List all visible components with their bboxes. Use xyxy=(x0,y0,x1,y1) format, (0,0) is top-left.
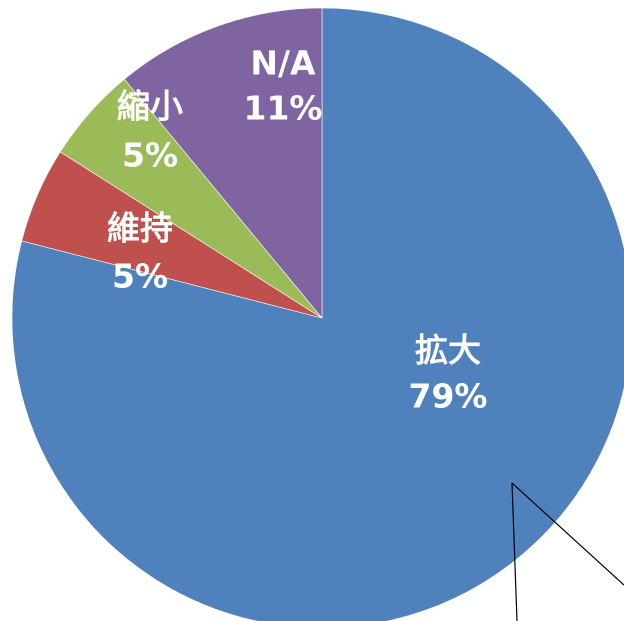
pie-slice xyxy=(11,7,624,621)
slice-value-label: 5% xyxy=(112,257,168,296)
pie-slice xyxy=(123,7,323,319)
slice-value-label: 5% xyxy=(122,136,178,175)
leader-line xyxy=(511,482,624,586)
slice-value-label: 11% xyxy=(244,89,323,128)
slice-value-label: 79% xyxy=(409,377,488,416)
leader-line xyxy=(511,482,518,621)
slice-label: 維持 xyxy=(107,209,173,248)
slice-label: N/A xyxy=(250,44,316,83)
slice-label: 拡大 xyxy=(415,331,481,370)
slice-label: 縮小 xyxy=(117,87,183,126)
slices xyxy=(11,7,624,621)
